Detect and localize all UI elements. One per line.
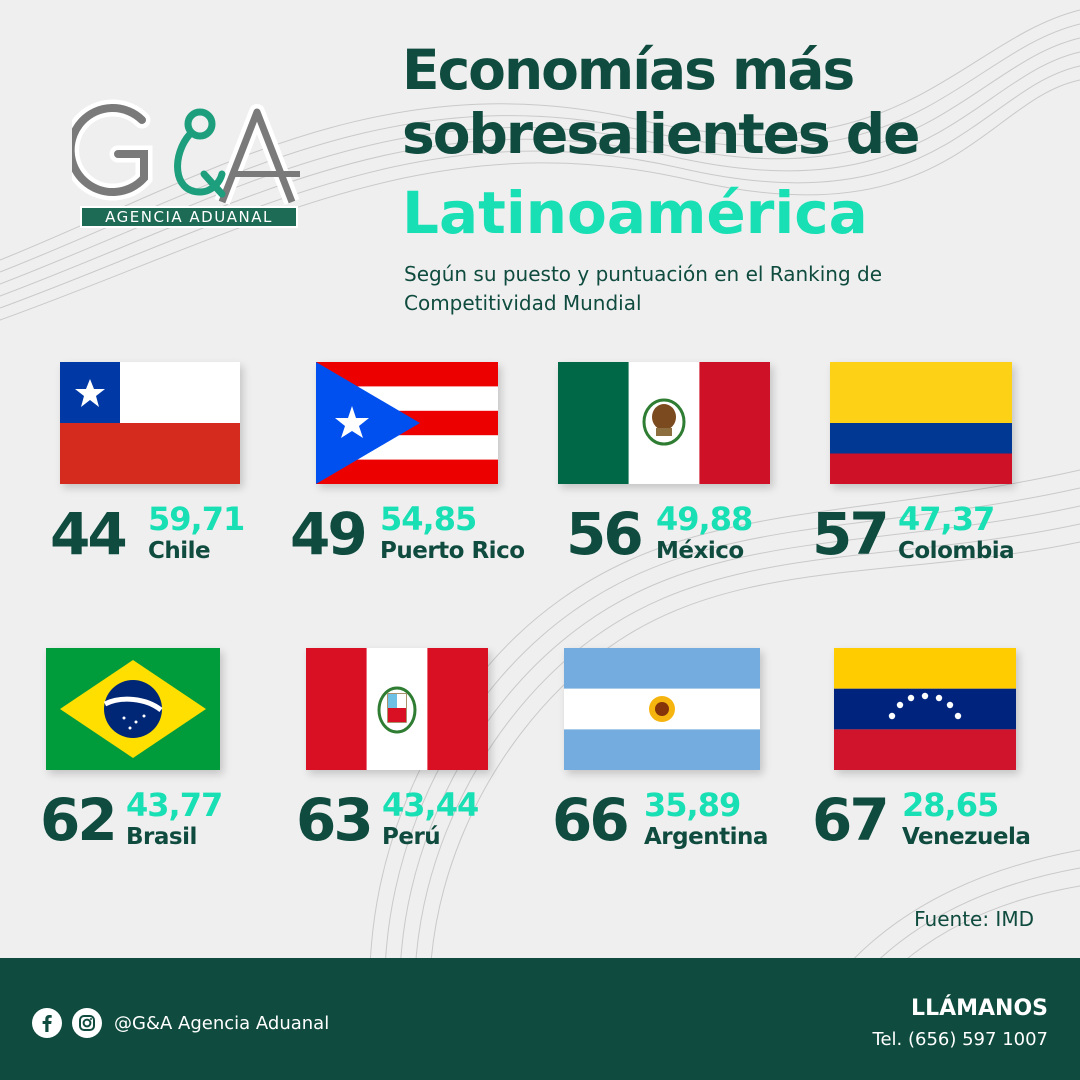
page-title: Economías más sobresalientes de xyxy=(402,38,1062,166)
puerto-rico-flag xyxy=(316,362,498,484)
country-name: México xyxy=(656,538,744,564)
instagram-icon[interactable] xyxy=(72,1008,102,1038)
social-links: @G&A Agencia Aduanal xyxy=(32,1008,329,1038)
score-value: 43,44 xyxy=(382,786,479,824)
score-value: 35,89 xyxy=(644,786,741,824)
country-name: Colombia xyxy=(898,538,1015,564)
rank-value: 63 xyxy=(296,786,374,854)
country-card-colombia: 57 47,37 Colombia xyxy=(812,362,1062,572)
source-note: Fuente: IMD xyxy=(914,907,1034,931)
rank-value: 44 xyxy=(50,500,128,568)
score-value: 49,88 xyxy=(656,500,753,538)
country-card-argentina: 66 35,89 Argentina xyxy=(552,648,802,858)
country-card-chile: 44 59,71 Chile xyxy=(50,362,300,572)
mexico-flag xyxy=(558,362,770,484)
title-accent: Latinoamérica xyxy=(402,179,868,247)
ga-logo xyxy=(72,82,312,232)
colombia-flag xyxy=(830,362,1012,484)
country-card-puerto-rico: 49 54,85 Puerto Rico xyxy=(290,362,540,572)
rank-value: 67 xyxy=(812,786,890,854)
rank-value: 62 xyxy=(40,786,118,854)
logo-band-text: AGENCIA ADUANAL xyxy=(80,206,298,228)
peru-flag xyxy=(306,648,488,770)
country-card-peru: 63 43,44 Perú xyxy=(296,648,546,858)
social-handle[interactable]: @G&A Agencia Aduanal xyxy=(114,1012,330,1034)
score-value: 28,65 xyxy=(902,786,999,824)
argentina-flag xyxy=(564,648,760,770)
subtitle: Según su puesto y puntuación en el Ranki… xyxy=(404,262,883,315)
country-card-mexico: 56 49,88 México xyxy=(558,362,816,572)
facebook-icon[interactable] xyxy=(32,1008,62,1038)
country-name: Brasil xyxy=(126,824,197,850)
chile-flag xyxy=(60,362,240,484)
ga-logo-mark xyxy=(72,99,300,205)
venezuela-flag xyxy=(834,648,1016,770)
country-card-venezuela: 67 28,65 Venezuela xyxy=(812,648,1062,858)
rank-value: 49 xyxy=(290,500,368,568)
rank-value: 57 xyxy=(812,500,890,568)
country-card-brasil: 62 43,77 Brasil xyxy=(40,648,290,858)
country-name: Puerto Rico xyxy=(380,538,525,564)
score-value: 54,85 xyxy=(380,500,477,538)
footer-bar xyxy=(0,958,1080,1080)
country-name: Chile xyxy=(148,538,211,564)
rank-value: 66 xyxy=(552,786,630,854)
score-value: 43,77 xyxy=(126,786,223,824)
rank-value: 56 xyxy=(566,500,644,568)
score-value: 59,71 xyxy=(148,500,245,538)
country-name: Venezuela xyxy=(902,824,1031,850)
score-value: 47,37 xyxy=(898,500,995,538)
country-name: Argentina xyxy=(644,824,768,850)
title-line-2: sobresalientes de xyxy=(402,102,920,166)
brazil-flag xyxy=(46,648,220,770)
call-to-action: LLÁMANOS xyxy=(911,996,1048,1021)
phone-number[interactable]: Tel. (656) 597 1007 xyxy=(872,1029,1048,1050)
country-name: Perú xyxy=(382,824,441,850)
title-line-1: Economías más xyxy=(402,38,855,102)
